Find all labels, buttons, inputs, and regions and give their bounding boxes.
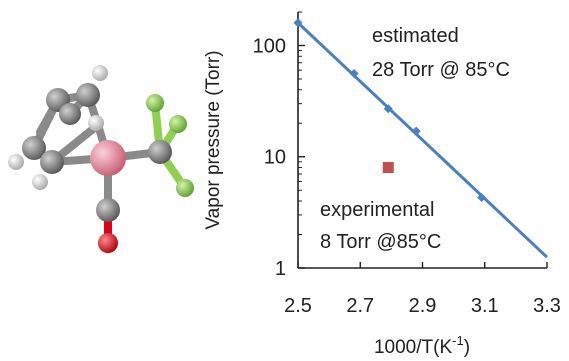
series-layer: [293, 18, 549, 259]
annotation-experimental-line2: 8 Torr @85°C: [320, 231, 441, 253]
x-tick-label: 2.5: [284, 295, 312, 317]
experimental-data-point: [382, 162, 394, 174]
estimated-data-point: [293, 18, 303, 28]
ticks-layer: 1 10 100 2.5 2.7 2.9 3.1 3.3: [253, 11, 561, 317]
annotation-estimated-line1: estimated: [372, 25, 459, 47]
estimated-data-point: [477, 193, 487, 203]
x-tick-label: 2.7: [346, 295, 374, 317]
x-axis-label-base: 1000/T(K: [374, 337, 452, 358]
estimated-data-point: [411, 126, 421, 136]
annotation-experimental-line1: experimental: [320, 199, 435, 221]
x-axis-label-close: ): [464, 337, 470, 358]
estimated-data-point: [349, 69, 359, 79]
x-tick-label: 2.9: [409, 295, 437, 317]
estimated-data-point: [383, 104, 393, 114]
molecule-illustration: [8, 65, 194, 253]
fit-line: [298, 21, 549, 259]
annotation-estimated-line2: 28 Torr @ 85°C: [372, 59, 510, 81]
x-axis-label: 1000/T(K-1): [374, 333, 470, 358]
y-tick-label: 10: [264, 147, 286, 169]
x-tick-label: 3.1: [471, 295, 499, 317]
x-axis-label-exponent: -1: [452, 333, 464, 348]
x-tick-label: 3.3: [533, 295, 561, 317]
y-tick-label: 1: [275, 258, 286, 280]
y-axis-label: Vapor pressure (Torr): [203, 50, 224, 229]
y-tick-label: 100: [253, 35, 286, 57]
